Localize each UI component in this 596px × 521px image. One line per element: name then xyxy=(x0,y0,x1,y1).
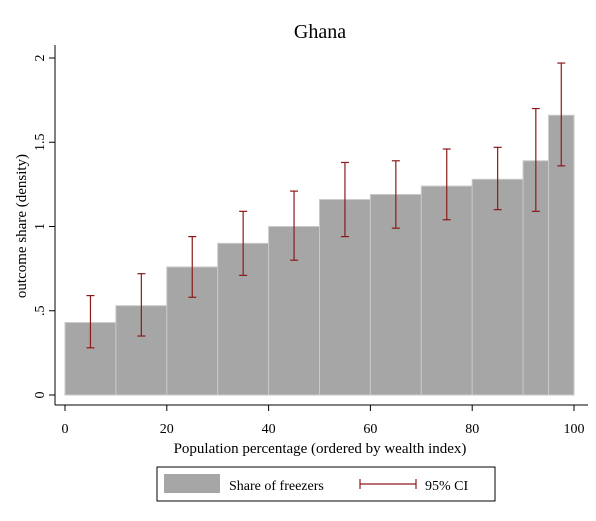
ci-10 xyxy=(531,107,540,212)
legend-ci-label: 95% CI xyxy=(425,479,469,494)
y-tick-label: 0 xyxy=(33,392,48,399)
ci-9 xyxy=(493,146,502,211)
x-tick-label: 0 xyxy=(62,422,69,437)
y-tick-label: .5 xyxy=(33,306,48,317)
x-tick-label: 100 xyxy=(564,422,585,437)
x-axis-title: Population percentage (ordered by wealth… xyxy=(174,441,467,457)
ci-3 xyxy=(188,236,197,298)
bar-9 xyxy=(471,178,524,396)
chart-title: Ghana xyxy=(294,21,346,43)
bar-8 xyxy=(420,185,473,396)
ci-1 xyxy=(86,294,95,349)
y-ticks: 0 .5 1 1.5 2 xyxy=(33,55,55,399)
x-tick-label: 60 xyxy=(363,422,377,437)
ci-4 xyxy=(239,210,248,276)
y-tick-label: 1.5 xyxy=(33,134,48,152)
ci-11 xyxy=(557,62,566,167)
y-tick-label: 1 xyxy=(33,223,48,230)
x-tick-label: 20 xyxy=(160,422,174,437)
ci-7 xyxy=(391,160,400,229)
legend-bar-label: Share of freezers xyxy=(229,479,324,494)
ci-6 xyxy=(340,161,349,238)
y-axis-title: outcome share (density) xyxy=(14,154,30,298)
legend-bar-swatch xyxy=(164,474,220,493)
ci-5 xyxy=(290,190,299,261)
x-tick-label: 40 xyxy=(262,422,276,437)
ci-8 xyxy=(442,148,451,221)
ci-2 xyxy=(137,273,146,337)
y-tick-label: 2 xyxy=(33,55,48,62)
ci-layer xyxy=(86,62,566,349)
x-tick-label: 80 xyxy=(465,422,479,437)
legend: Share of freezers 95% CI xyxy=(156,466,496,502)
legend-ci-swatch xyxy=(359,479,417,489)
x-ticks: 0 20 40 60 80 100 xyxy=(62,405,585,437)
